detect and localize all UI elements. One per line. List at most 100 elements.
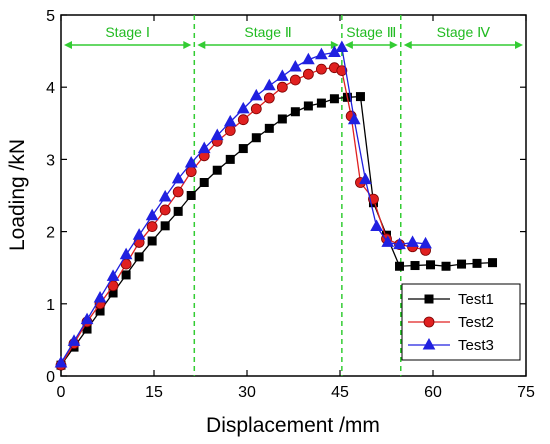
stage-arrowhead-right-0 [183, 41, 192, 49]
data-point-s1-14 [238, 144, 248, 154]
data-point-s1-21 [329, 94, 339, 104]
stage-label-2: Stage Ⅲ [346, 24, 396, 40]
data-point-s3-24 [359, 172, 372, 185]
data-point-s2-7 [146, 221, 158, 232]
legend-label-2: Test2 [458, 314, 494, 331]
legend-label-1: Test1 [458, 291, 494, 308]
data-point-s1-26 [395, 261, 405, 271]
data-point-s2-14 [237, 114, 249, 126]
stage-arrowhead-right-2 [389, 41, 398, 49]
stage-arrowhead-right-1 [330, 41, 339, 49]
data-point-s3-27 [393, 237, 406, 250]
y-tick-label-3: 3 [46, 152, 55, 169]
x-tick-label-1: 15 [145, 384, 163, 401]
legend-marker-1 [424, 294, 434, 304]
data-point-s1-11 [199, 178, 209, 188]
data-point-s3-3 [93, 290, 107, 303]
legend-marker-3 [422, 337, 436, 350]
data-point-s1-30 [457, 259, 467, 269]
x-axis-title: Displacement /mm [206, 414, 380, 437]
data-point-s2-8 [159, 204, 171, 216]
legend-label-3: Test3 [458, 337, 494, 354]
data-point-s2-18 [289, 74, 301, 86]
data-point-s3-25 [370, 219, 383, 232]
stage-label-3: Stage Ⅳ [437, 24, 490, 40]
y-tick-label-0: 0 [46, 369, 55, 386]
data-point-s3-12 [210, 128, 224, 141]
data-point-s1-10 [186, 191, 196, 200]
y-tick-label-5: 5 [46, 8, 55, 25]
data-point-s2-20 [315, 63, 327, 75]
data-point-s1-27 [410, 261, 420, 271]
stage-arrowhead-right-3 [515, 41, 523, 49]
y-axis-title: Loading /kN [6, 139, 29, 251]
data-point-s3-14 [236, 101, 250, 114]
x-tick-label-5: 75 [517, 384, 535, 401]
x-tick-label-0: 0 [57, 384, 66, 401]
x-axis: 0 15 30 45 60 75 [57, 15, 535, 401]
data-point-s1-28 [426, 260, 436, 270]
data-point-s3-16 [262, 78, 276, 91]
data-point-s3-29 [419, 236, 432, 249]
data-point-s1-9 [173, 206, 183, 216]
data-point-s1-15 [251, 133, 261, 143]
y-tick-label-2: 2 [46, 225, 55, 242]
data-point-s3-0 [54, 355, 68, 368]
legend-marker-2 [423, 316, 435, 328]
data-point-s3-17 [275, 69, 289, 81]
data-point-s3-5 [119, 247, 133, 260]
data-point-s1-20 [316, 98, 326, 108]
x-tick-label-2: 30 [238, 384, 256, 401]
stage-label-0: Stage Ⅰ [105, 24, 150, 40]
data-point-s1-17 [277, 114, 287, 124]
data-point-s3-26 [381, 235, 395, 247]
series-2 [55, 62, 431, 371]
data-point-s3-4 [106, 269, 120, 281]
data-point-s2-15 [250, 103, 262, 115]
data-point-s3-9 [171, 171, 185, 184]
data-point-s1-29 [441, 261, 451, 271]
data-point-s3-18 [289, 59, 302, 72]
data-point-s2-17 [276, 81, 288, 93]
data-point-s3-6 [132, 228, 146, 240]
data-point-s1-6 [134, 252, 144, 262]
series-layer [54, 40, 498, 371]
data-point-s3-11 [197, 141, 211, 154]
data-point-s1-13 [225, 154, 235, 164]
data-point-s1-8 [160, 221, 170, 231]
data-point-s3-19 [302, 52, 315, 65]
data-point-s3-13 [223, 114, 237, 127]
y-tick-label-1: 1 [46, 297, 55, 314]
data-point-s1-5 [121, 270, 131, 280]
data-point-s3-28 [406, 235, 419, 247]
data-point-s2-16 [263, 92, 275, 104]
data-point-s1-12 [212, 165, 222, 175]
stage-arrowhead-left-3 [403, 41, 412, 49]
data-point-s3-8 [158, 189, 172, 202]
series-3 [54, 40, 432, 368]
data-point-s1-23 [355, 92, 365, 102]
y-axis: 0 1 2 3 4 5 [46, 8, 526, 386]
stage-arrowhead-left-1 [197, 41, 206, 49]
data-point-s3-15 [249, 88, 263, 101]
data-point-s1-16 [264, 123, 274, 133]
data-point-s2-9 [172, 186, 184, 198]
data-point-s3-22 [335, 40, 349, 52]
data-point-s1-19 [303, 101, 313, 111]
data-point-s2-19 [302, 68, 314, 80]
data-point-s3-23 [347, 112, 361, 125]
data-point-s1-7 [147, 236, 157, 246]
data-point-s1-32 [488, 258, 498, 268]
legend: Test1 Test2 Test3 [401, 283, 521, 361]
data-point-s1-31 [472, 258, 482, 268]
stage-arrowhead-left-2 [344, 41, 353, 49]
stage-arrows: Stage Ⅰ Stage Ⅱ Stage Ⅲ Stage Ⅳ [64, 24, 523, 49]
x-tick-label-4: 60 [424, 384, 442, 401]
stage-label-1: Stage Ⅱ [244, 24, 291, 40]
data-point-s3-2 [80, 312, 94, 325]
data-point-s3-10 [184, 155, 198, 168]
data-point-s2-13 [224, 125, 236, 136]
data-point-s3-7 [145, 208, 159, 221]
y-tick-label-4: 4 [46, 80, 55, 97]
